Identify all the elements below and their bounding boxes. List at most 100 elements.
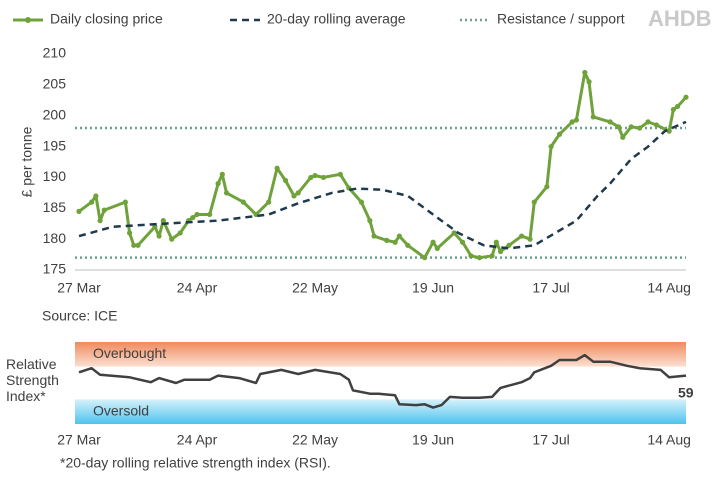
y-axis-label: £ per tonne	[19, 126, 35, 197]
data-point	[666, 128, 672, 134]
data-point	[337, 171, 343, 177]
data-point	[637, 125, 643, 131]
data-point	[177, 230, 183, 236]
data-point	[194, 211, 200, 218]
y-tick-label: 200	[43, 106, 67, 122]
data-point	[223, 190, 230, 196]
data-point	[274, 165, 280, 171]
data-point	[615, 124, 622, 130]
data-point	[169, 236, 175, 242]
footnote: *20-day rolling relative strength index …	[60, 455, 331, 471]
data-point	[156, 233, 162, 239]
data-point	[607, 119, 613, 125]
data-point	[358, 199, 365, 205]
data-point	[531, 199, 537, 205]
data-point	[645, 119, 651, 125]
data-point	[527, 236, 533, 242]
data-point	[101, 207, 107, 213]
data-point	[291, 193, 297, 199]
data-point	[582, 69, 588, 76]
data-point	[367, 218, 373, 224]
legend-label: Daily closing price	[50, 11, 163, 27]
data-point	[308, 174, 314, 181]
data-point	[683, 94, 689, 100]
x-tick-label: 24 Apr	[177, 432, 218, 448]
y-tick-label: 210	[43, 45, 67, 61]
data-point	[476, 255, 483, 261]
data-point	[544, 184, 550, 190]
band	[75, 399, 686, 424]
legend-label: Resistance / support	[497, 11, 625, 27]
data-point	[396, 233, 402, 239]
data-point	[493, 239, 499, 245]
data-point	[122, 199, 128, 205]
data-point	[89, 199, 95, 205]
source: Source: ICE	[42, 308, 117, 324]
x-tick-label: 27 Mar	[57, 432, 101, 448]
x-tick-label: 17 Jul	[532, 432, 569, 448]
x-tick-label: 27 Mar	[57, 280, 101, 296]
logo: AHDB	[648, 6, 712, 31]
data-point	[653, 122, 660, 128]
data-point	[422, 255, 428, 261]
data-point	[556, 131, 563, 137]
x-tick-label: 24 Apr	[177, 280, 218, 296]
data-point	[506, 242, 512, 248]
y-tick-label: 180	[43, 230, 67, 246]
data-point	[497, 248, 504, 255]
data-point	[160, 218, 166, 224]
data-point	[392, 239, 398, 245]
series-line	[78, 120, 687, 250]
x-tick-label: 19 Jun	[412, 280, 454, 296]
data-point	[620, 134, 626, 140]
y-tick-label: 195	[43, 137, 67, 153]
y-tick-label: 190	[43, 168, 67, 184]
data-point	[670, 106, 676, 113]
data-point	[219, 171, 225, 177]
data-point	[451, 230, 457, 236]
x-tick-label: 14 Aug	[647, 432, 691, 448]
data-point	[590, 114, 596, 120]
data-point	[434, 245, 440, 251]
data-point	[573, 117, 580, 123]
data-point	[384, 237, 390, 243]
y-tick-label: 185	[43, 199, 67, 215]
data-point	[295, 190, 301, 196]
legend-marker	[25, 17, 31, 23]
data-point	[405, 242, 411, 248]
x-tick-label: 17 Jul	[532, 280, 569, 296]
data-point	[312, 172, 318, 179]
data-point	[126, 230, 133, 236]
x-tick-label: 22 May	[292, 280, 338, 296]
series-line	[78, 353, 687, 409]
data-point	[628, 124, 634, 130]
data-point	[240, 199, 246, 205]
data-point	[97, 218, 103, 224]
x-tick-label: 14 Aug	[647, 280, 691, 296]
y-tick-label: 205	[43, 76, 67, 92]
x-tick-label: 19 Jun	[412, 432, 454, 448]
y-tick-label: 175	[43, 261, 67, 277]
data-point	[371, 233, 377, 239]
end-value-label: 59	[678, 384, 694, 400]
data-point	[76, 208, 82, 214]
data-point	[320, 174, 327, 181]
legend-label: 20-day rolling average	[267, 11, 406, 27]
data-point	[569, 119, 575, 125]
data-point	[674, 103, 681, 110]
rsi-axis-label: Relative Strength Index*	[6, 356, 59, 404]
data-point	[135, 242, 141, 248]
series-line	[78, 71, 688, 260]
data-point	[93, 193, 99, 199]
data-point	[266, 199, 272, 205]
x-tick-label: 22 May	[292, 432, 338, 448]
data-point	[282, 177, 289, 184]
data-point	[459, 239, 466, 245]
data-point	[215, 181, 221, 187]
data-point	[207, 211, 213, 218]
band-label: Oversold	[93, 402, 149, 418]
data-point	[190, 214, 196, 221]
data-point	[468, 253, 474, 259]
